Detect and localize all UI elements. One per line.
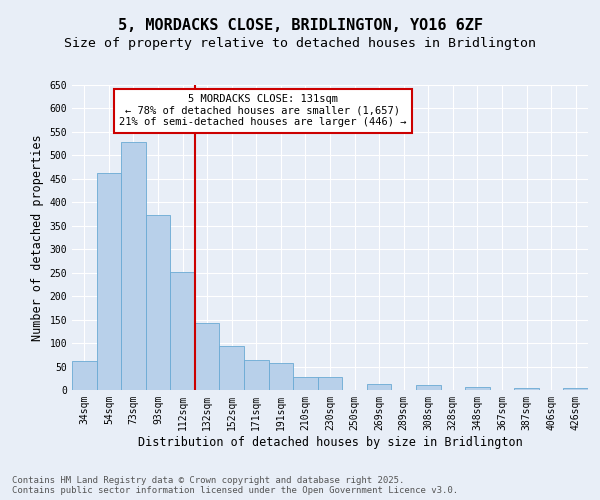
Bar	[195, 323, 220, 390]
Text: 5 MORDACKS CLOSE: 131sqm
← 78% of detached houses are smaller (1,657)
21% of sem: 5 MORDACKS CLOSE: 131sqm ← 78% of detach…	[119, 94, 407, 128]
Bar	[367, 384, 391, 390]
Bar	[514, 388, 539, 390]
Bar	[170, 272, 195, 390]
Text: 5, MORDACKS CLOSE, BRIDLINGTON, YO16 6ZF: 5, MORDACKS CLOSE, BRIDLINGTON, YO16 6ZF	[118, 18, 482, 32]
Bar	[244, 360, 269, 390]
Bar	[146, 216, 170, 390]
X-axis label: Distribution of detached houses by size in Bridlington: Distribution of detached houses by size …	[137, 436, 523, 448]
Y-axis label: Number of detached properties: Number of detached properties	[31, 134, 44, 341]
Bar	[465, 386, 490, 390]
Text: Size of property relative to detached houses in Bridlington: Size of property relative to detached ho…	[64, 38, 536, 51]
Bar	[318, 377, 342, 390]
Bar	[563, 388, 588, 390]
Bar	[220, 346, 244, 390]
Bar	[269, 364, 293, 390]
Bar	[97, 172, 121, 390]
Bar	[72, 361, 97, 390]
Bar	[293, 377, 318, 390]
Text: Contains HM Land Registry data © Crown copyright and database right 2025.
Contai: Contains HM Land Registry data © Crown c…	[12, 476, 458, 495]
Bar	[121, 142, 146, 390]
Bar	[416, 385, 440, 390]
